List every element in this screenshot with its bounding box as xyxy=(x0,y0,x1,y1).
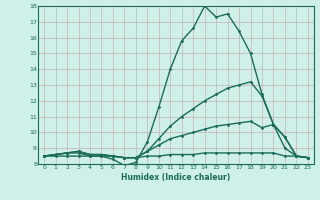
X-axis label: Humidex (Indice chaleur): Humidex (Indice chaleur) xyxy=(121,173,231,182)
